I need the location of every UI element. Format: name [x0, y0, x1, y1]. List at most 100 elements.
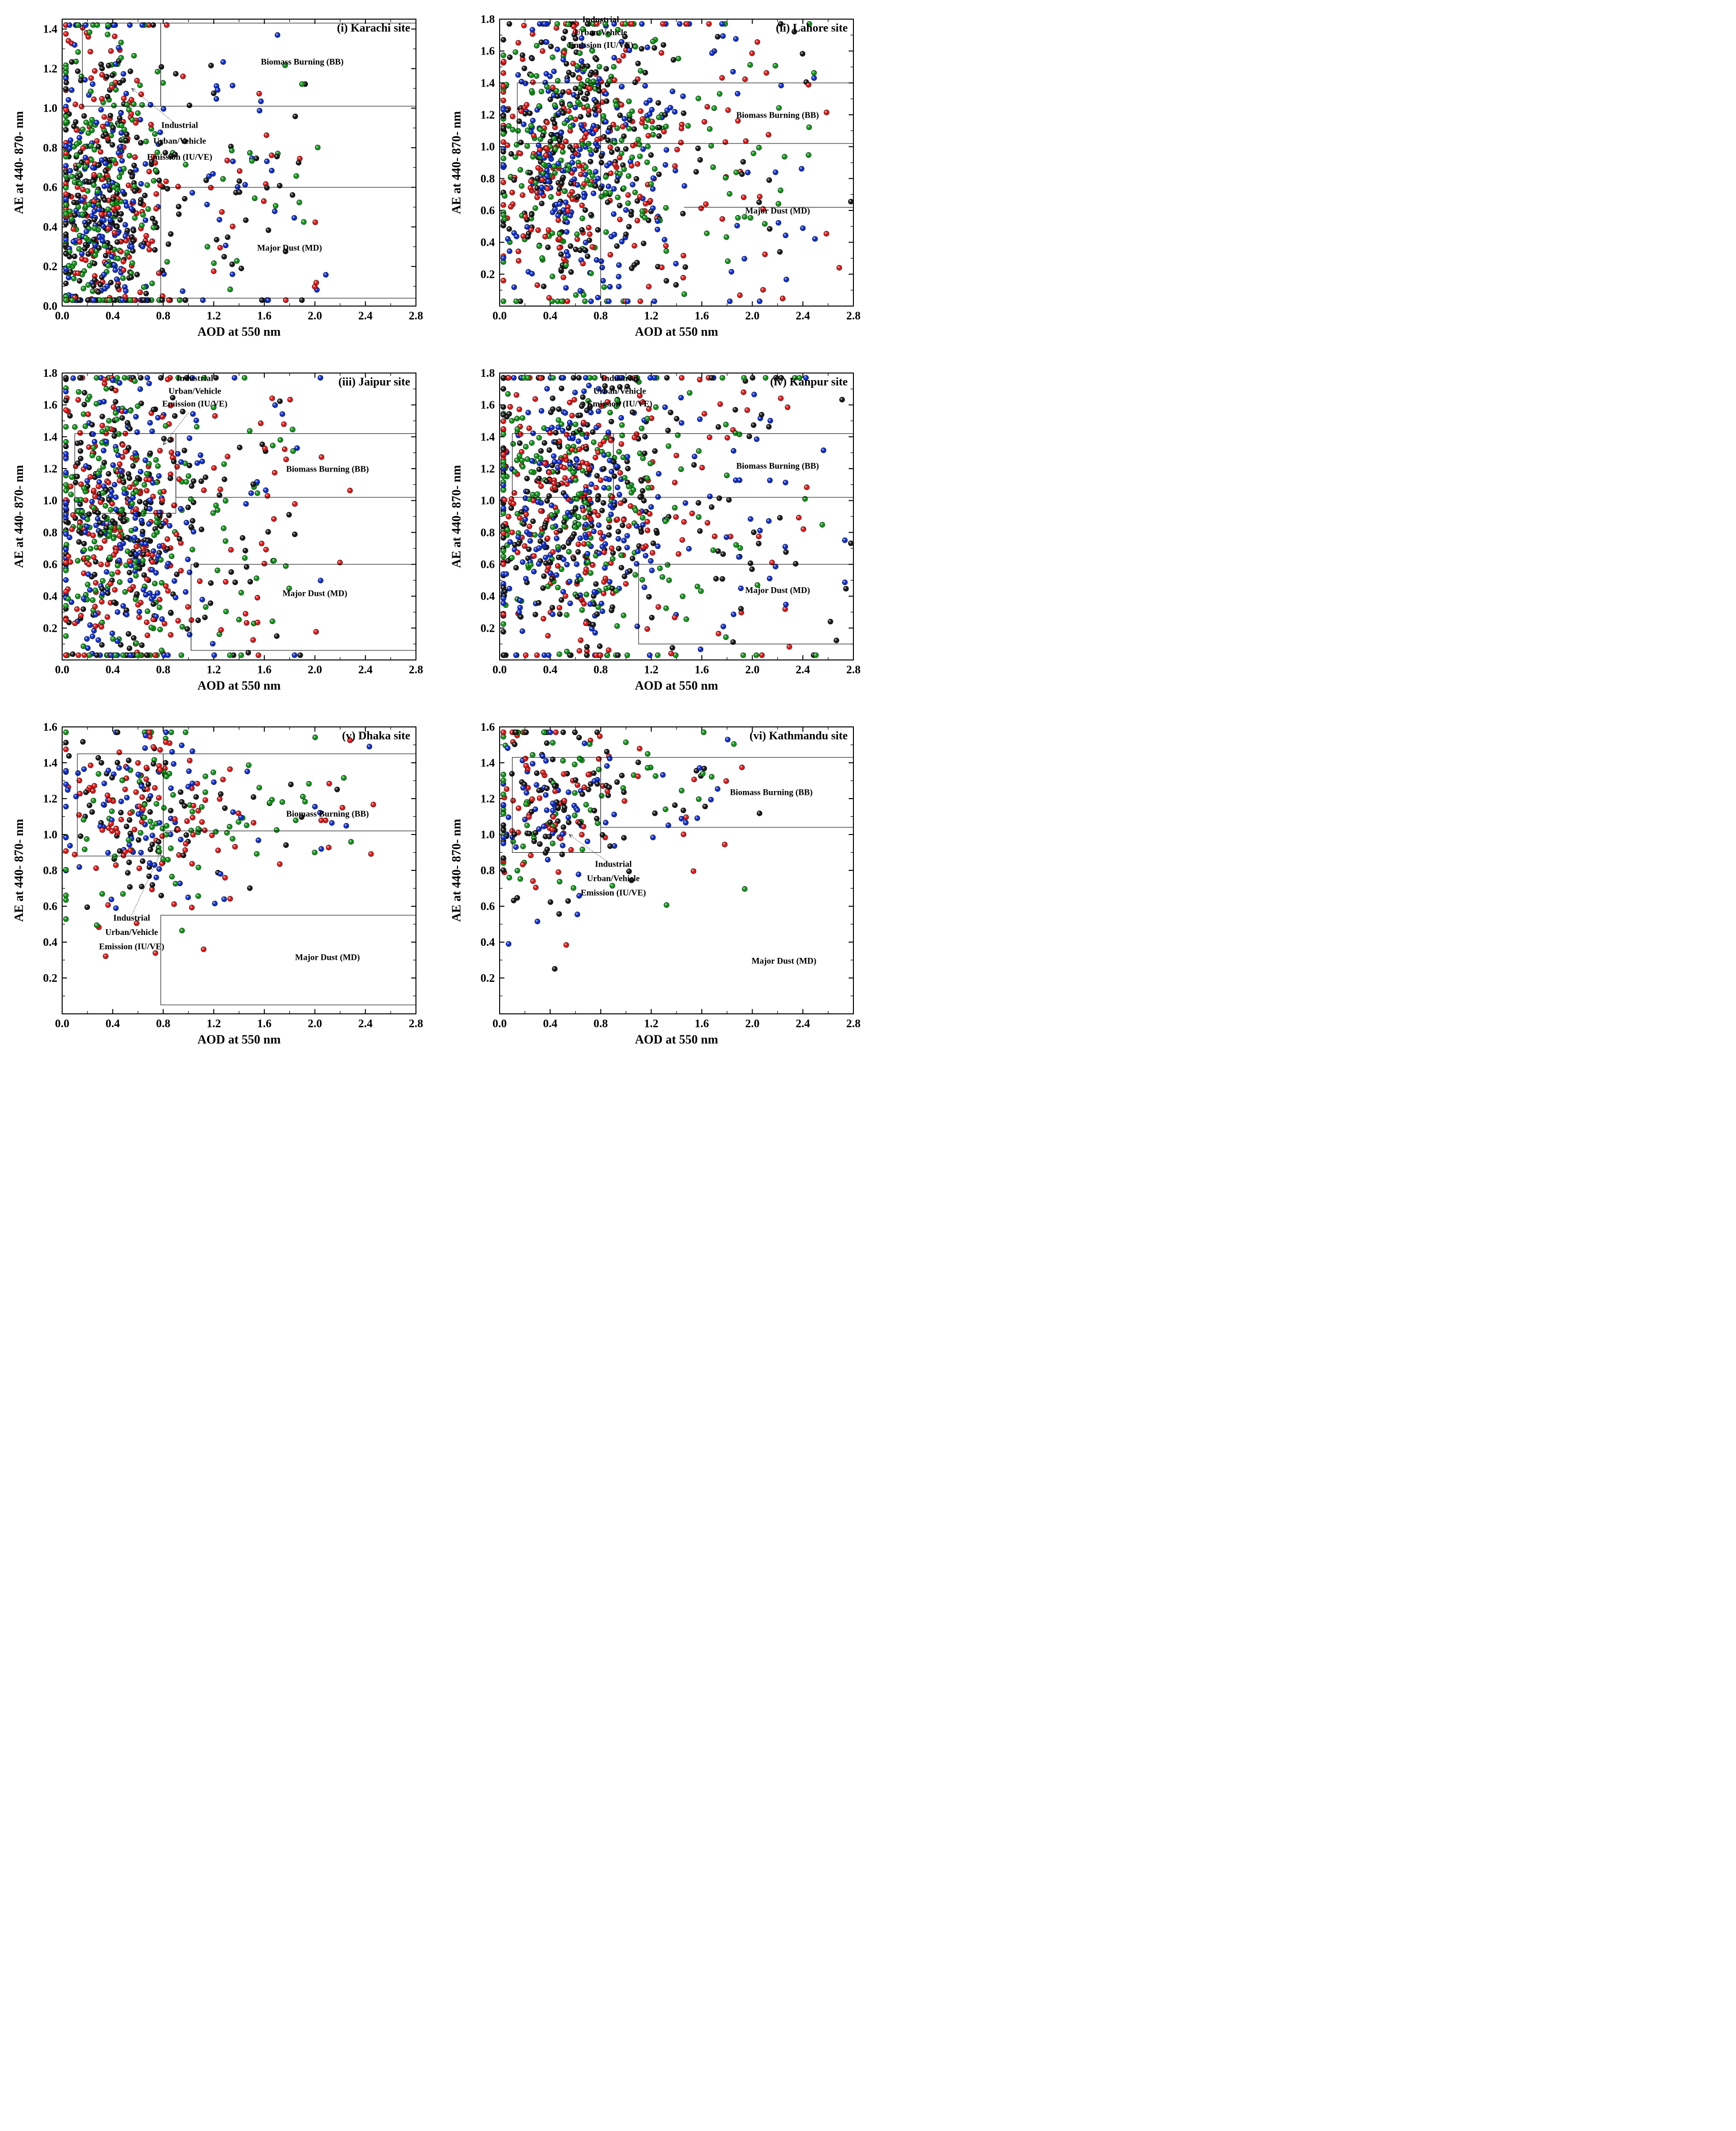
svg-text:0.0: 0.0 — [492, 310, 507, 322]
svg-text:2.0: 2.0 — [308, 310, 322, 322]
svg-text:0.8: 0.8 — [593, 310, 608, 322]
panel-jaipur: 0.00.40.81.21.62.02.42.80.20.40.60.81.01… — [10, 363, 433, 698]
x-axis-label: AOD at 550 nm — [635, 1033, 718, 1046]
annotation-label: Emission (IU/VE) — [581, 888, 646, 898]
annotation-label: Major Dust (MD) — [283, 589, 348, 599]
svg-text:0.8: 0.8 — [156, 664, 170, 676]
svg-text:1.2: 1.2 — [480, 109, 495, 121]
svg-text:2.8: 2.8 — [409, 664, 423, 676]
svg-text:0.6: 0.6 — [43, 182, 57, 194]
annotation-label: Urban/Vehicle — [574, 27, 627, 37]
annotation-label: Urban/Vehicle — [168, 386, 221, 395]
annotation-label: Industrial — [601, 373, 638, 383]
svg-text:1.2: 1.2 — [43, 63, 57, 75]
x-axis-label: AOD at 550 nm — [197, 325, 281, 339]
panel-karachi: 0.00.40.81.21.62.02.42.80.00.20.40.60.81… — [10, 10, 426, 344]
annotation-label: Major Dust (MD) — [295, 953, 360, 963]
x-axis-label: AOD at 550 nm — [635, 679, 718, 692]
svg-text:2.4: 2.4 — [358, 310, 372, 322]
svg-text:1.2: 1.2 — [207, 664, 221, 676]
annotation-label: Biomass Burning (BB) — [730, 788, 813, 798]
svg-text:0.4: 0.4 — [480, 237, 495, 249]
panel-title: (iii) Jaipur site — [338, 376, 411, 388]
panel-dhaka: 0.00.40.81.21.62.02.42.80.20.40.60.81.01… — [10, 717, 426, 1052]
svg-text:1.6: 1.6 — [257, 310, 272, 322]
panel-title: (i) Karachi site — [337, 22, 411, 34]
x-axis-label: AOD at 550 nm — [197, 1033, 281, 1046]
panel-title: (v) Dhaka site — [342, 730, 410, 742]
svg-text:1.0: 1.0 — [480, 141, 495, 154]
annotation-label: Industrial — [595, 859, 632, 869]
svg-text:1.6: 1.6 — [695, 310, 709, 322]
svg-text:2.4: 2.4 — [358, 664, 372, 676]
y-axis-label: AE at 440- 870- nm — [12, 465, 26, 568]
svg-text:1.2: 1.2 — [207, 310, 221, 322]
annotation-label: Urban/Vehicle — [153, 136, 206, 146]
svg-text:0.0: 0.0 — [43, 300, 57, 313]
svg-text:0.8: 0.8 — [43, 142, 57, 154]
annotation-label: Emission (IU/VE) — [99, 942, 164, 952]
annotation-label: Major Dust (MD) — [745, 585, 810, 595]
panel-kathmandu: 0.00.40.81.21.62.02.42.80.20.40.60.81.01… — [447, 717, 863, 1052]
svg-text:0.8: 0.8 — [156, 310, 170, 322]
annotation-label: Industrial — [113, 913, 150, 923]
panel-title: (iv) Kanpur site — [770, 376, 848, 388]
annotation-label: Industrial — [161, 121, 198, 130]
panel-title: (ii) Lahore site — [776, 22, 848, 34]
svg-text:1.6: 1.6 — [480, 45, 495, 58]
annotation-label: Biomass Burning (BB) — [261, 57, 344, 67]
svg-text:1.6: 1.6 — [43, 399, 57, 412]
annotation-label: Industrial — [582, 15, 619, 24]
y-axis-label: AE at 440- 870- nm — [12, 819, 26, 922]
panel-title: (vi) Kathmandu site — [750, 730, 848, 742]
svg-text:0.2: 0.2 — [43, 622, 57, 635]
scatter-grid: 0.0 0.4 0.8 1.2 1.6 2.0 2.4 2.8 0.0 0.2 0.4 0.6 0.8 1… — [10, 10, 870, 1052]
annotation-label: Major Dust (MD) — [257, 243, 322, 253]
panel-lahore: 0.00.40.81.21.62.02.42.80.20.40.60.81.01… — [447, 10, 863, 344]
annotation-label: Emission (IU/VE) — [147, 152, 213, 162]
annotation-label: Biomass Burning (BB) — [736, 461, 819, 471]
annotation-label: Emission (IU/VE) — [568, 40, 633, 50]
panel-jaipur: 0.00.40.81.21.62.02.42.80.20.40.60.81.01… — [10, 363, 426, 698]
svg-text:0.2: 0.2 — [480, 268, 495, 281]
svg-text:1.2: 1.2 — [43, 463, 57, 475]
annotation-label: Biomass Burning (BB) — [286, 809, 369, 819]
panel-dhaka: 0.00.40.81.21.62.02.42.80.20.40.60.81.01… — [10, 717, 433, 1052]
svg-text:0.6: 0.6 — [480, 205, 495, 217]
x-axis-label: AOD at 550 nm — [635, 325, 718, 339]
svg-text:1.0: 1.0 — [43, 495, 57, 507]
svg-text:0.0: 0.0 — [55, 664, 69, 676]
panel-kanpur: 0.00.40.81.21.62.02.42.80.20.40.60.81.01… — [447, 363, 870, 698]
svg-text:2.8: 2.8 — [409, 310, 423, 322]
scatter-points — [501, 730, 762, 972]
annotation-label: Industrial — [176, 373, 213, 383]
svg-text:0.8: 0.8 — [43, 527, 57, 539]
annotation-label: Biomass Burning (BB) — [736, 110, 819, 121]
annotation-label: Major Dust (MD) — [745, 206, 810, 216]
y-axis-label: AE at 440- 870- nm — [449, 819, 463, 922]
scatter-points — [501, 22, 853, 304]
annotation-label: Urban/Vehicle — [593, 386, 646, 395]
svg-text:1.8: 1.8 — [480, 13, 495, 26]
scatter-points — [63, 730, 376, 959]
annotation-label: Emission (IU/VE) — [162, 399, 228, 409]
svg-text:0.4: 0.4 — [106, 310, 120, 322]
svg-text:0.4: 0.4 — [543, 310, 557, 322]
y-axis-label: AE at 440- 870- nm — [449, 111, 463, 214]
panel-karachi: 0.00.40.81.21.62.02.42.80.00.20.40.60.81… — [10, 10, 433, 344]
x-axis-label: AOD at 550 nm — [197, 679, 281, 692]
svg-text:1.4: 1.4 — [43, 431, 57, 443]
svg-text:2.8: 2.8 — [846, 310, 861, 322]
panel-kanpur: 0.00.40.81.21.62.02.42.80.20.40.60.81.01… — [447, 363, 863, 698]
svg-text:1.0: 1.0 — [43, 102, 57, 115]
svg-text:1.8: 1.8 — [43, 367, 57, 380]
y-axis-label: AE at 440- 870- nm — [449, 465, 463, 568]
scatter-points — [501, 375, 853, 658]
annotation-label: Major Dust (MD) — [752, 956, 817, 966]
panel-kathmandu: 0.00.40.81.21.62.02.42.80.20.40.60.81.01… — [447, 717, 870, 1052]
scatter-points — [63, 375, 352, 658]
svg-text:0.4: 0.4 — [43, 221, 57, 233]
svg-text:0.6: 0.6 — [43, 559, 57, 571]
svg-text:0.4: 0.4 — [106, 664, 120, 676]
svg-text:1.2: 1.2 — [644, 310, 658, 322]
